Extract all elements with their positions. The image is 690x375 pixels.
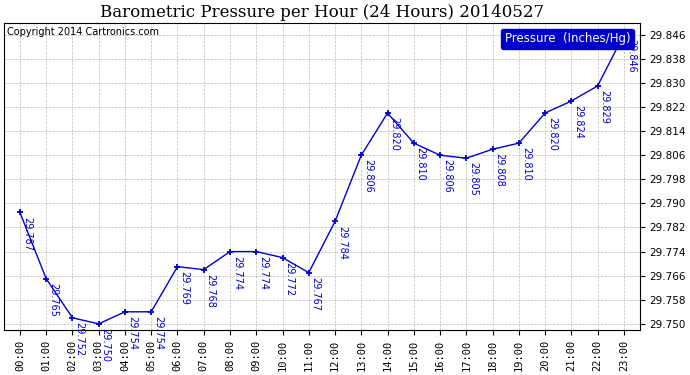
Text: 29.750: 29.750: [101, 328, 110, 362]
Text: 29.820: 29.820: [389, 117, 400, 151]
Text: 29.810: 29.810: [521, 147, 531, 181]
Text: 29.805: 29.805: [469, 162, 478, 196]
Text: 29.752: 29.752: [75, 322, 84, 356]
Text: 29.769: 29.769: [179, 271, 190, 304]
Text: 29.787: 29.787: [22, 217, 32, 250]
Pressure  (Inches/Hg): [384, 111, 392, 115]
Text: 29.808: 29.808: [495, 153, 504, 187]
Text: 29.772: 29.772: [284, 262, 295, 296]
Text: Copyright 2014 Cartronics.com: Copyright 2014 Cartronics.com: [8, 27, 159, 38]
Pressure  (Inches/Hg): [16, 210, 24, 214]
Pressure  (Inches/Hg): [331, 219, 339, 224]
Text: 29.774: 29.774: [258, 256, 268, 290]
Pressure  (Inches/Hg): [95, 322, 103, 326]
Text: 29.754: 29.754: [153, 316, 163, 350]
Pressure  (Inches/Hg): [489, 147, 497, 152]
Legend: Pressure  (Inches/Hg): Pressure (Inches/Hg): [501, 28, 633, 49]
Line: Pressure  (Inches/Hg): Pressure (Inches/Hg): [17, 31, 627, 327]
Pressure  (Inches/Hg): [436, 153, 444, 158]
Pressure  (Inches/Hg): [567, 99, 575, 103]
Text: 29.768: 29.768: [206, 274, 216, 308]
Text: 29.824: 29.824: [573, 105, 583, 139]
Pressure  (Inches/Hg): [147, 309, 155, 314]
Pressure  (Inches/Hg): [515, 141, 523, 146]
Pressure  (Inches/Hg): [620, 33, 628, 37]
Text: 29.754: 29.754: [127, 316, 137, 350]
Text: 29.774: 29.774: [232, 256, 242, 290]
Text: 29.806: 29.806: [363, 159, 373, 193]
Text: 29.806: 29.806: [442, 159, 452, 193]
Text: 29.810: 29.810: [416, 147, 426, 181]
Pressure  (Inches/Hg): [593, 84, 602, 88]
Text: 29.820: 29.820: [547, 117, 557, 151]
Pressure  (Inches/Hg): [199, 267, 208, 272]
Pressure  (Inches/Hg): [357, 153, 366, 158]
Pressure  (Inches/Hg): [278, 255, 286, 260]
Pressure  (Inches/Hg): [226, 249, 234, 254]
Pressure  (Inches/Hg): [42, 276, 50, 281]
Title: Barometric Pressure per Hour (24 Hours) 20140527: Barometric Pressure per Hour (24 Hours) …: [100, 4, 544, 21]
Pressure  (Inches/Hg): [252, 249, 260, 254]
Pressure  (Inches/Hg): [304, 270, 313, 275]
Pressure  (Inches/Hg): [173, 264, 181, 269]
Text: 29.846: 29.846: [626, 39, 635, 73]
Pressure  (Inches/Hg): [121, 309, 129, 314]
Text: 29.829: 29.829: [600, 90, 609, 124]
Pressure  (Inches/Hg): [462, 156, 471, 160]
Text: 29.765: 29.765: [48, 283, 58, 317]
Pressure  (Inches/Hg): [68, 316, 77, 320]
Pressure  (Inches/Hg): [541, 111, 549, 115]
Text: 29.767: 29.767: [310, 277, 321, 311]
Text: 29.784: 29.784: [337, 226, 347, 260]
Pressure  (Inches/Hg): [410, 141, 418, 146]
